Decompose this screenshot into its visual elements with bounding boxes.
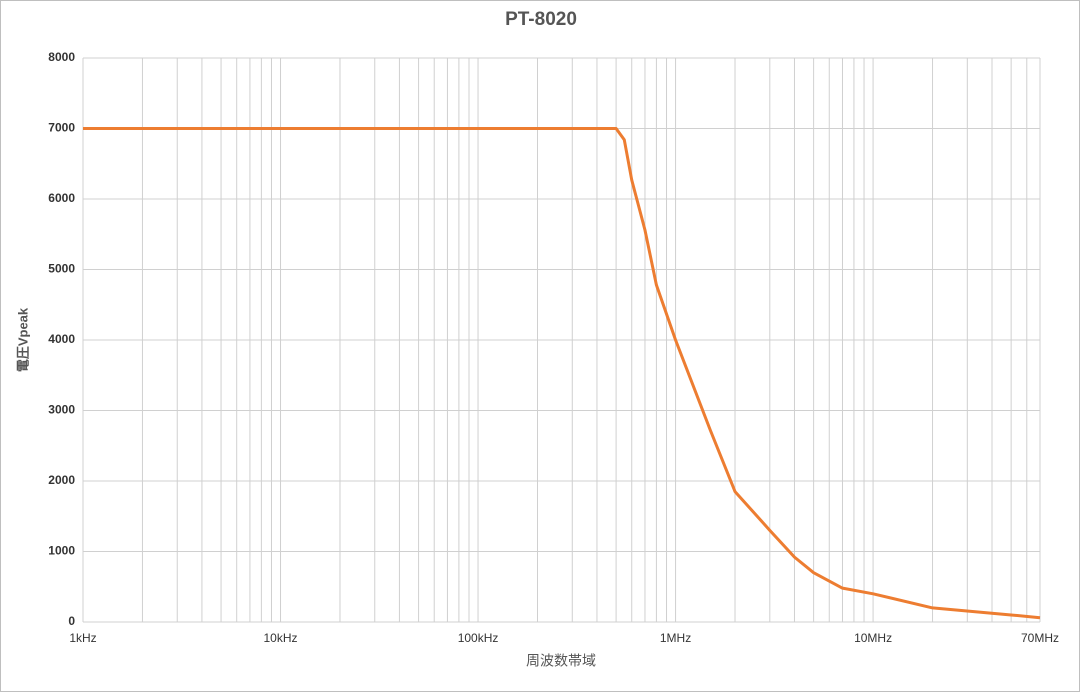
y-tick-label: 1000 (48, 544, 75, 558)
chart-title: PT-8020 (505, 9, 577, 30)
x-tick-label: 10MHz (854, 631, 892, 645)
y-tick-label: 6000 (48, 191, 75, 205)
x-tick-label: 100kHz (458, 631, 499, 645)
x-tick-label: 1kHz (69, 631, 96, 645)
y-tick-label: 4000 (48, 332, 75, 346)
y-tick-label: 8000 (48, 50, 75, 64)
data-line (83, 127, 1041, 620)
x-tick-label: 10kHz (264, 631, 298, 645)
y-tick-label: 0 (68, 614, 75, 628)
y-tick-label: 5000 (48, 262, 75, 276)
y-tick-label: 7000 (48, 121, 75, 135)
x-axis-label: 周波数帯域 (526, 653, 596, 669)
x-tick-label: 70MHz (1021, 631, 1059, 645)
x-tick-label: 1MHz (660, 631, 691, 645)
y-axis-label: 電圧Vpeak (15, 307, 30, 372)
y-tick-label: 3000 (48, 403, 75, 417)
y-tick-label: 2000 (48, 473, 75, 487)
